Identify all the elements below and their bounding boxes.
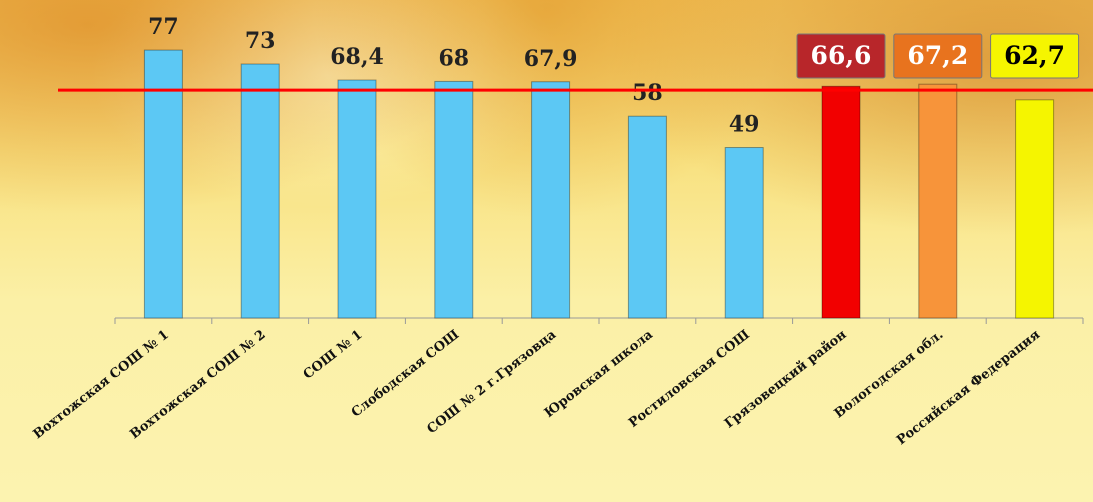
bar: [1015, 99, 1055, 319]
bar: [531, 81, 571, 319]
value-label: 67,9: [524, 46, 578, 72]
value-label: 73: [245, 28, 276, 54]
value-label: 68,4: [330, 44, 384, 70]
value-label: 77: [148, 14, 179, 40]
bar: [627, 115, 667, 319]
bar: [821, 85, 861, 319]
bar: [143, 49, 183, 319]
label-box: [796, 33, 886, 79]
value-label: 58: [632, 80, 663, 106]
value-label: 67,2: [907, 41, 968, 70]
x-tick-label: СОШ № 1: [301, 327, 366, 382]
value-label: 66,6: [811, 41, 872, 70]
value-label: 49: [729, 112, 760, 138]
bar: [724, 147, 764, 319]
x-tick-label: Слободская СОШ: [349, 327, 462, 420]
label-box: [893, 33, 983, 79]
value-label: 62,7: [1004, 41, 1065, 70]
x-tick-label: Юровская школа: [542, 327, 656, 421]
value-label: 68: [438, 45, 469, 71]
label-box: [990, 33, 1080, 79]
bar: [240, 63, 280, 319]
bar: [434, 80, 474, 319]
x-tick-label: Вологодская обл.: [832, 327, 947, 421]
bar: [918, 83, 958, 319]
bar: [337, 79, 377, 319]
